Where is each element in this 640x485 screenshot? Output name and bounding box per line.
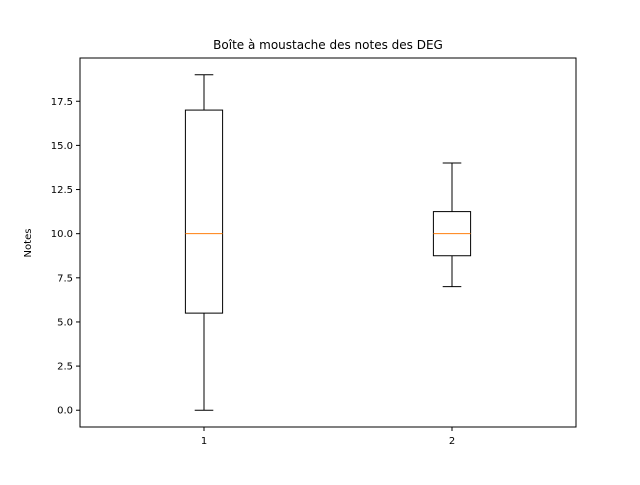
plot-area-frame (79, 57, 577, 428)
y-tick-label: 5.0 (57, 317, 73, 328)
box-group-2 (432, 162, 472, 288)
y-tick-label: 2.5 (57, 362, 73, 373)
y-tick-label: 0.0 (57, 406, 73, 417)
y-axis-label: Notes (23, 229, 34, 258)
y-tick-label: 12.5 (51, 185, 73, 196)
boxes-layer (184, 74, 472, 411)
box-group-1 (184, 74, 224, 411)
y-tick-label: 15.0 (51, 141, 73, 152)
x-tick-label: 1 (201, 436, 207, 447)
y-tick-label: 10.0 (51, 229, 73, 240)
chart-title: Boîte à moustache des notes des DEG (213, 38, 443, 52)
x-tick-label: 2 (449, 436, 455, 447)
y-tick-label: 17.5 (51, 97, 73, 108)
y-tick-label: 7.5 (57, 273, 73, 284)
ticks-layer: 1 2 0.0 2.5 5.0 7.5 10.0 12.5 15.0 17.5 (51, 97, 455, 447)
box-iqr (184, 109, 224, 314)
